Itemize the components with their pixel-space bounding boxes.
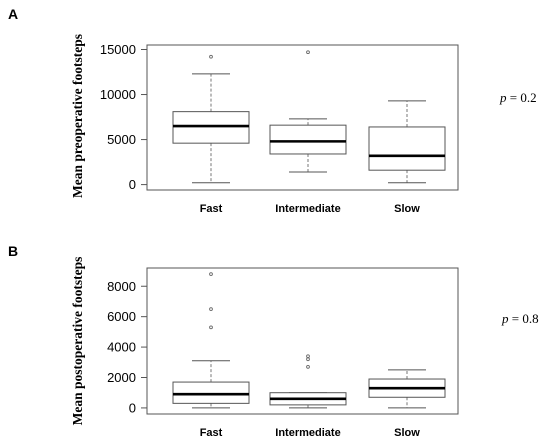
x-category-label-a-slow: Slow [394,203,420,215]
iqr-box-b-fast [172,381,250,404]
iqr-box-a-fast [172,111,250,144]
y-axis-label-a: Mean preoperative footsteps [70,34,85,198]
outlier-point-b-intermediate-1 [306,357,310,362]
iqr-box-a-intermediate [269,124,347,155]
p-value-text-b: = 0.8 [509,311,539,326]
x-category-label-a-intermediate: Intermediate [275,203,340,215]
box-b-intermediate [269,354,347,409]
y-tick-label-b-4: 8000 [107,279,136,294]
p-symbol-b: p [501,311,509,326]
outlier-point-b-intermediate-0 [306,365,310,369]
p-value-b: p = 0.8 [501,311,539,326]
y-tick-label-b-0: 0 [129,400,136,415]
y-tick-label-b-3: 6000 [107,309,136,324]
y-axis-label-b: Mean postoperative footsteps [70,257,85,426]
box-a-fast [172,54,250,184]
box-a-intermediate [269,50,347,173]
p-symbol-a: p [499,90,507,105]
x-category-label-b-intermediate: Intermediate [275,427,340,439]
panel-letter-a: A [8,6,18,22]
y-tick-label-a-0: 0 [129,177,136,192]
box-a-slow [368,100,446,184]
y-tick-label-a-3: 15000 [100,42,136,57]
panel-b: B 0 2000 4000 6000 8000 Mean postoperative foo… [8,243,539,439]
y-tick-label-b-2: 4000 [107,340,136,355]
outlier-point-b-fast-2 [209,272,213,276]
plot-frame-a [146,44,459,191]
panel-letter-b: B [8,243,18,259]
outlier-point-a-intermediate-0 [306,50,310,55]
box-b-slow [368,369,446,409]
x-category-label-b-slow: Slow [394,427,420,439]
x-category-label-a-fast: Fast [200,203,223,215]
outlier-point-b-fast-1 [209,307,213,311]
y-tick-label-a-1: 5000 [107,132,136,147]
outlier-point-a-fast-0 [209,54,213,59]
x-category-label-b-fast: Fast [200,427,223,439]
plot-frame-b [146,267,459,415]
y-tick-label-b-1: 2000 [107,370,136,385]
box-b-fast [172,272,250,409]
y-tick-label-a-2: 10000 [100,87,136,102]
p-value-a: p = 0.2 [499,90,537,105]
outlier-point-b-intermediate-2 [306,354,310,359]
iqr-box-a-slow [368,126,446,171]
p-value-text-a: = 0.2 [507,90,537,105]
panel-a: A 0 5000 10000 15000 Mean preoperative footst… [8,6,537,215]
outlier-point-b-fast-0 [209,325,213,330]
